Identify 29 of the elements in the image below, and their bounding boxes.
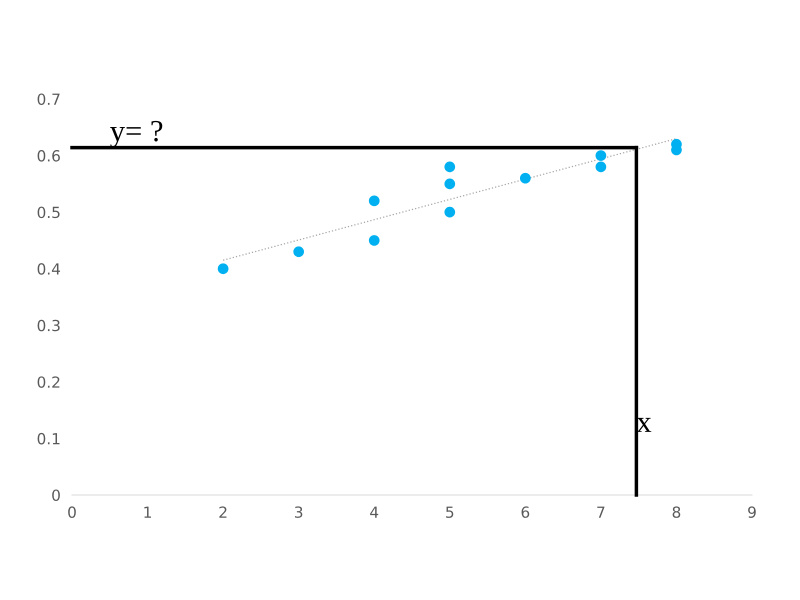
- point: [368, 235, 380, 246]
- x-tick-label: 3: [294, 506, 302, 518]
- x-tick-label: 8: [672, 506, 680, 518]
- x-tick-label: 4: [370, 506, 378, 518]
- point: [520, 172, 531, 184]
- y-tick-label: 0.2: [38, 376, 60, 388]
- point: [444, 162, 456, 172]
- y-tick-label: 0.4: [38, 263, 60, 275]
- x-tick-label: 0: [68, 506, 76, 518]
- annotation: x: [636, 418, 652, 432]
- x-tick-label: 9: [748, 506, 756, 518]
- x-tick-label: 1: [144, 506, 152, 518]
- point: [218, 263, 228, 274]
- point: [596, 162, 606, 172]
- point: [444, 178, 456, 190]
- y-tick-label: 0.7: [38, 93, 60, 106]
- point: [293, 246, 304, 258]
- point: [596, 150, 606, 161]
- y-tick-label: 0.1: [38, 432, 60, 444]
- x-tick-label: 6: [522, 506, 530, 518]
- x-tick-label: 5: [446, 506, 454, 518]
- point: [368, 195, 380, 206]
- point: [444, 206, 456, 218]
- y-tick-label: 0: [52, 489, 60, 502]
- y-tick-label: 0.5: [38, 206, 60, 218]
- y-tick-label: 0.3: [38, 320, 60, 332]
- x-tick-label: 7: [597, 506, 604, 518]
- y-tick-label: 0.6: [38, 150, 60, 162]
- x-tick-label: 2: [219, 506, 226, 518]
